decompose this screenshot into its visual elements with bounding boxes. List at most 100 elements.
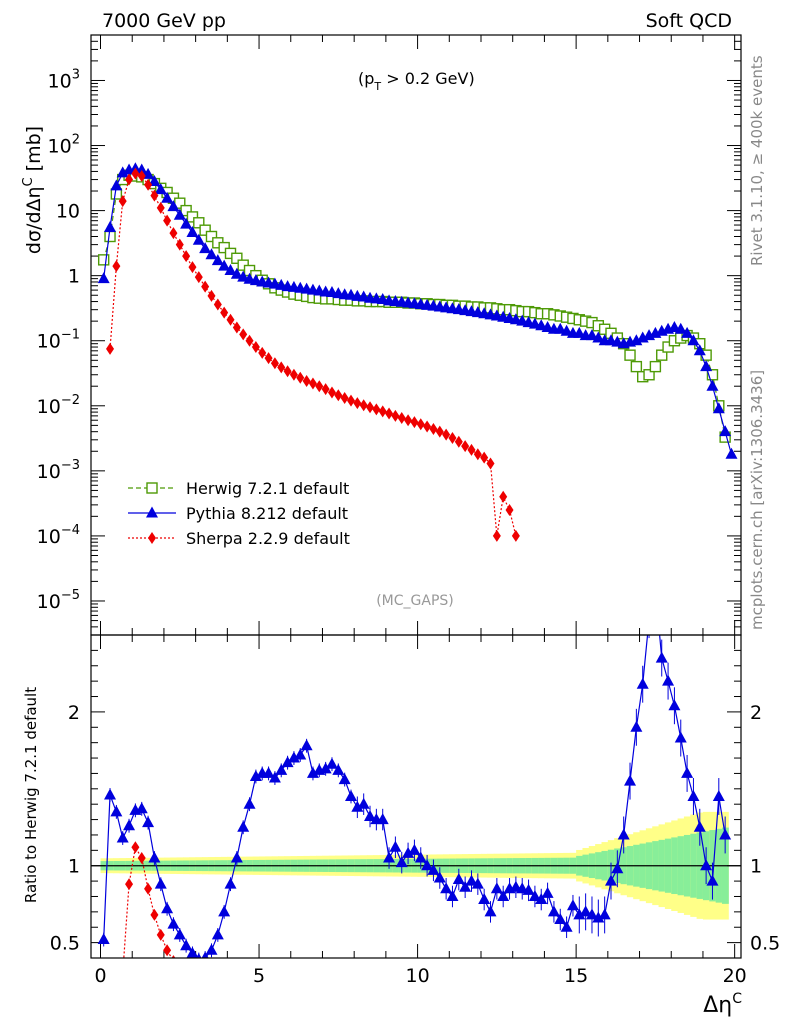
ratio-point	[484, 905, 497, 917]
data-point	[492, 529, 501, 542]
ratio-point	[125, 878, 134, 891]
legend-label: Pythia 8.212 default	[186, 504, 348, 523]
data-point	[104, 220, 117, 232]
uncertainty-band	[91, 811, 741, 920]
data-point	[283, 365, 292, 378]
data-point	[643, 369, 655, 381]
data-point	[110, 188, 123, 200]
data-point	[205, 230, 218, 243]
ratio-point	[351, 800, 364, 812]
data-point	[296, 371, 305, 384]
data-point	[656, 349, 668, 361]
ratio-point	[131, 841, 140, 854]
data-point	[410, 416, 419, 429]
data-point	[148, 175, 161, 187]
ratio-point	[421, 859, 434, 871]
data-point	[106, 342, 115, 355]
data-point	[585, 329, 598, 341]
ratio-point	[338, 773, 351, 785]
ratio-y-tick-label-right: 2	[750, 702, 762, 724]
y-tick-label: 1	[68, 266, 80, 288]
data-point	[201, 280, 210, 293]
data-point	[188, 261, 197, 274]
ratio-point	[655, 651, 668, 663]
ratio-y-tick-label: 2	[68, 702, 80, 724]
ratio-point	[294, 748, 307, 760]
ratio-line	[103, 635, 726, 958]
ratio-point	[598, 908, 611, 920]
data-point	[97, 254, 110, 266]
ratio-point	[154, 877, 167, 889]
x-tick-label: 5	[253, 965, 265, 987]
data-point	[416, 418, 425, 431]
ratio-point	[173, 928, 186, 940]
ratio-y-axis-label: Ratio to Herwig 7.2.1 default	[22, 687, 40, 903]
ratio-point	[579, 905, 592, 917]
data-point	[681, 326, 694, 338]
data-point	[251, 341, 260, 354]
data-point	[161, 191, 174, 203]
data-point	[237, 270, 250, 282]
main-series-layer	[97, 162, 738, 542]
legend-label: Sherpa 2.2.9 default	[186, 529, 350, 548]
ratio-point	[345, 790, 357, 801]
x-tick-label: 0	[94, 965, 106, 987]
ratio-point	[119, 967, 127, 979]
ratio-point	[427, 863, 440, 875]
ratio-point	[700, 859, 713, 871]
y-tick-label: 10−2	[37, 393, 80, 418]
side-label-rivet: Rivet 3.1.10, ≥ 400k events	[748, 55, 766, 266]
data-point	[239, 328, 248, 341]
ratio-panel: 0.5 0.51 12 20 5 10 15 20 Ratio to Herwig 7.2.1…	[22, 634, 780, 1018]
ratio-point	[560, 920, 573, 932]
ratio-point	[585, 908, 598, 920]
ratio-point	[123, 819, 136, 831]
data-point	[359, 399, 368, 412]
data-point	[104, 230, 116, 243]
ratio-point	[137, 852, 146, 865]
ratio-point	[205, 943, 218, 955]
data-point	[592, 331, 605, 343]
data-point	[372, 403, 381, 416]
ratio-point	[452, 873, 465, 885]
data-point	[112, 260, 121, 273]
y-tick-label: 103	[48, 67, 80, 92]
data-point	[258, 346, 267, 359]
ratio-point	[605, 874, 617, 886]
ratio-point	[161, 902, 174, 914]
cut-annotation: (pT > 0.2 GeV)	[358, 69, 475, 93]
data-point	[511, 529, 520, 542]
data-point	[97, 272, 110, 284]
data-point	[220, 306, 229, 319]
ratio-point	[592, 911, 605, 923]
x-axis-label: ΔηC	[703, 991, 742, 1018]
ratio-point	[522, 883, 535, 895]
header-left: 7000 GeV pp	[102, 10, 226, 32]
ratio-point	[156, 928, 165, 941]
y-tick-label: 10−3	[37, 458, 80, 483]
ratio-point	[249, 770, 262, 782]
x-tick-label: 15	[564, 965, 588, 987]
data-point	[334, 389, 343, 402]
data-point	[194, 271, 203, 284]
ratio-point	[211, 928, 224, 940]
ratio-point	[167, 917, 180, 929]
ratio-y-tick-label-right: 0.5	[750, 933, 780, 955]
ratio-point	[300, 739, 313, 751]
data-point	[423, 420, 432, 433]
data-point	[163, 214, 172, 227]
data-point	[385, 407, 394, 420]
ratio-point	[624, 774, 637, 786]
data-point	[624, 349, 636, 361]
ratio-point	[148, 851, 161, 863]
ratio-point	[163, 944, 172, 957]
ratio-point	[617, 828, 630, 840]
data-point	[454, 435, 463, 448]
ratio-point	[662, 674, 675, 686]
data-point	[302, 375, 311, 388]
y-tick-label: 102	[48, 133, 80, 158]
data-point	[144, 178, 153, 191]
ratio-point	[693, 820, 706, 832]
data-point	[687, 334, 700, 346]
ratio-point	[325, 757, 338, 769]
